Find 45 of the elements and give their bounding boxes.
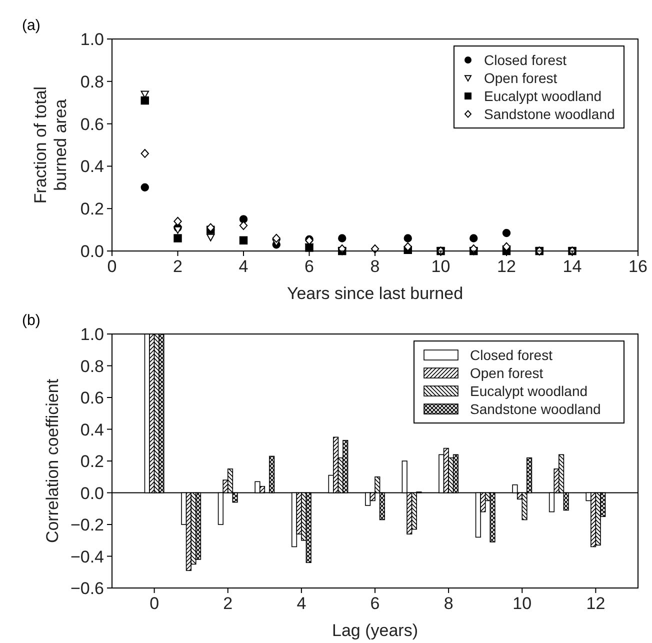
x-axis-title: Years since last burned	[286, 284, 464, 303]
y-axis-title: Correlation coefficient	[43, 378, 62, 544]
x-tick-label: 8	[370, 257, 380, 276]
y-tick-label: 0.8	[80, 72, 104, 92]
y-tick-label: 0.4	[80, 420, 104, 440]
legend-label: Sandstone woodland	[470, 401, 601, 417]
y-tick-label: 0.6	[80, 114, 104, 134]
x-tick-label: 8	[444, 594, 454, 613]
x-tick-label: 4	[296, 594, 306, 613]
y-tick-label: −0.2	[70, 516, 104, 534]
legend-label: Eucalypt woodland	[470, 383, 588, 399]
x-tick-label: 14	[562, 257, 582, 276]
legend-label: Sandstone woodland	[484, 106, 615, 122]
x-tick-label: 6	[304, 257, 314, 276]
x-axis-title: Lag (years)	[332, 621, 418, 640]
y-tick-label: 0.6	[80, 388, 104, 408]
y-tick-label: 0.8	[80, 356, 104, 376]
y-tick-label: 0.2	[80, 452, 104, 471]
x-tick-label: 6	[370, 594, 380, 613]
x-tick-label: 2	[173, 257, 182, 276]
x-tick-label: 12	[497, 257, 516, 276]
y-tick-label: −0.6	[70, 579, 104, 598]
legend-label: Closed forest	[484, 52, 567, 68]
x-tick-label: 10	[431, 257, 450, 276]
x-tick-label: 0	[107, 257, 117, 276]
x-tick-label: 16	[628, 257, 648, 276]
y-tick-label: 0.2	[80, 200, 104, 219]
x-tick-label: 0	[150, 594, 160, 613]
chart-title: (b)	[22, 312, 40, 329]
x-tick-label: 2	[223, 594, 233, 613]
y-tick-label: 1.0	[80, 30, 104, 49]
y-tick-label: 1.0	[80, 325, 104, 344]
x-tick-label: 4	[238, 257, 248, 276]
x-tick-label: 12	[586, 594, 606, 613]
y-tick-label: 0.4	[80, 157, 104, 176]
legend-label: Open forest	[470, 365, 544, 381]
legend-label: Open forest	[484, 70, 558, 86]
chart-title: (a)	[22, 17, 40, 34]
y-axis-title: Fraction of total burned area	[31, 86, 70, 204]
legend-label: Closed forest	[470, 347, 553, 363]
y-tick-label: 0.0	[80, 242, 104, 261]
legend-label: Eucalypt woodland	[484, 88, 602, 104]
x-tick-label: 10	[512, 594, 532, 613]
y-tick-label: −0.4	[70, 547, 104, 566]
y-tick-label: 0.0	[80, 484, 104, 503]
